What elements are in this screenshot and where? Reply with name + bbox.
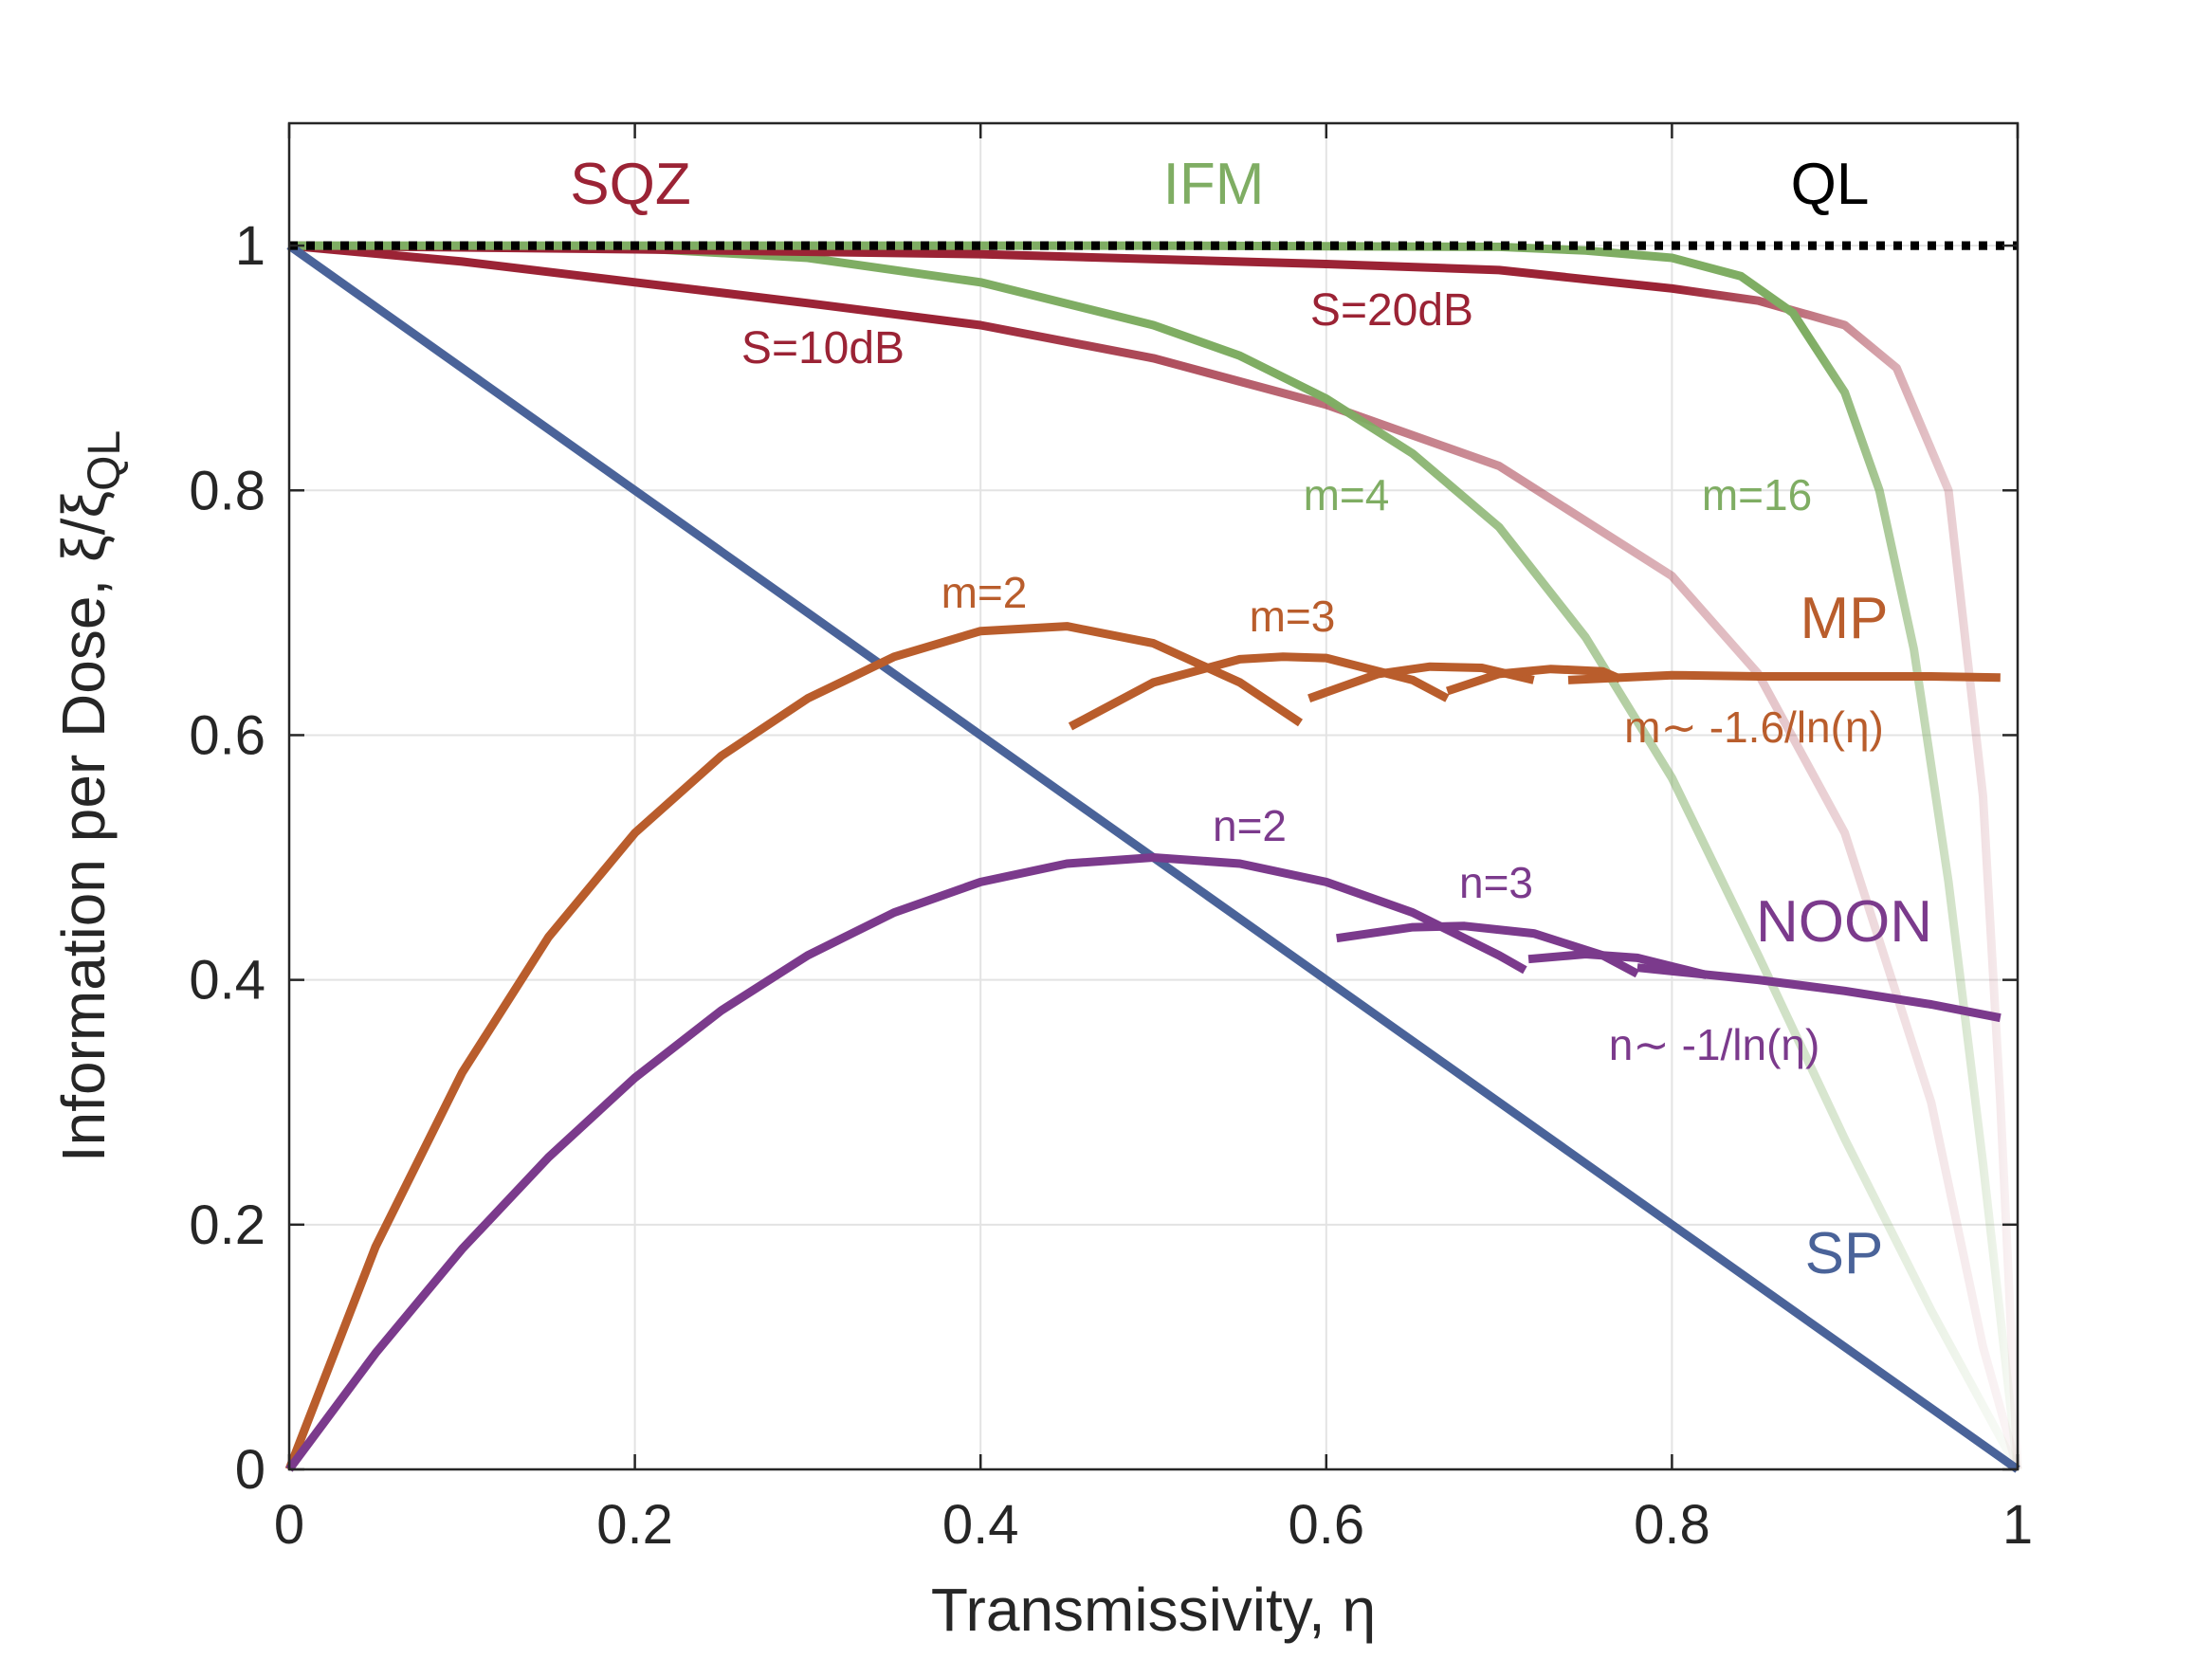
label-s20db: S=20dB xyxy=(1310,285,1473,336)
series-sqz-s-20db-line xyxy=(288,241,2022,1470)
label-ifm-m4: m=4 xyxy=(1304,470,1390,520)
label-noon: NOON xyxy=(1756,889,1932,955)
series-sqz-s-10db-line xyxy=(288,241,2022,1471)
axes-frame xyxy=(287,121,2020,1471)
x-tick-label: 0 xyxy=(274,1494,304,1556)
grid xyxy=(288,123,2019,1470)
x-tick-label: 0.8 xyxy=(1634,1494,1710,1556)
annotations: SQZ IFM QL S=10dB S=20dB m=4 m=16 MP m=2… xyxy=(570,152,1932,1286)
series-mp-m-3-line xyxy=(1068,652,1450,731)
series-noon-n-4-line xyxy=(1527,950,1708,979)
y-tick-label: 0.2 xyxy=(189,1194,265,1256)
series-noon-n-2-line xyxy=(285,853,1527,1472)
series-noon-asymptote-line xyxy=(1636,963,2002,1023)
y-tick-label: 0.4 xyxy=(189,950,265,1012)
label-noon-n3: n=3 xyxy=(1459,858,1533,907)
label-mp: MP xyxy=(1801,586,1889,651)
label-noon-n2: n=2 xyxy=(1213,801,1287,850)
y-tick-label: 0.6 xyxy=(189,704,265,766)
x-tick-label: 0.2 xyxy=(596,1494,673,1556)
y-axis-title-main: Information per Dose, ξ/ξ xyxy=(49,491,118,1162)
label-noon-asymptote: n∼ -1/ln(η) xyxy=(1609,1020,1820,1069)
series-mp-m-2-line xyxy=(284,622,1303,1471)
series-mp-asymptote-line xyxy=(1567,670,2001,684)
y-tick-label: 0.8 xyxy=(189,460,265,521)
label-mp-m3: m=3 xyxy=(1250,592,1336,641)
y-tick-label: 1 xyxy=(235,215,265,277)
series-ifm-m-16-line xyxy=(289,241,2022,1470)
ticks xyxy=(287,123,2020,1471)
x-tick-label: 0.6 xyxy=(1288,1494,1364,1556)
series-ifm-m-4-line xyxy=(288,241,2021,1472)
y-axis-title: Information per Dose, ξ/ξQL xyxy=(49,430,130,1162)
series-layer xyxy=(284,241,2022,1473)
label-mp-asymptote: m∼ -1.6/ln(η) xyxy=(1624,702,1884,752)
label-ifm-m16: m=16 xyxy=(1702,470,1812,520)
x-tick-label: 0.4 xyxy=(942,1494,1019,1556)
label-sp: SP xyxy=(1805,1221,1884,1286)
label-s10db: S=10dB xyxy=(741,323,905,374)
tick-labels: 0 0.2 0.4 0.6 0.8 1 0 0.2 0.4 0.6 0.8 1 xyxy=(189,215,2033,1556)
y-tick-label: 0 xyxy=(235,1439,265,1501)
label-ql: QL xyxy=(1791,152,1870,217)
label-sqz: SQZ xyxy=(570,152,690,217)
x-axis-title: Transmissivity, η xyxy=(931,1576,1376,1644)
label-ifm: IFM xyxy=(1163,152,1265,217)
label-mp-m2: m=2 xyxy=(941,568,1028,617)
x-tick-label: 1 xyxy=(2002,1494,2033,1556)
y-axis-title-subscript: QL xyxy=(80,430,130,491)
